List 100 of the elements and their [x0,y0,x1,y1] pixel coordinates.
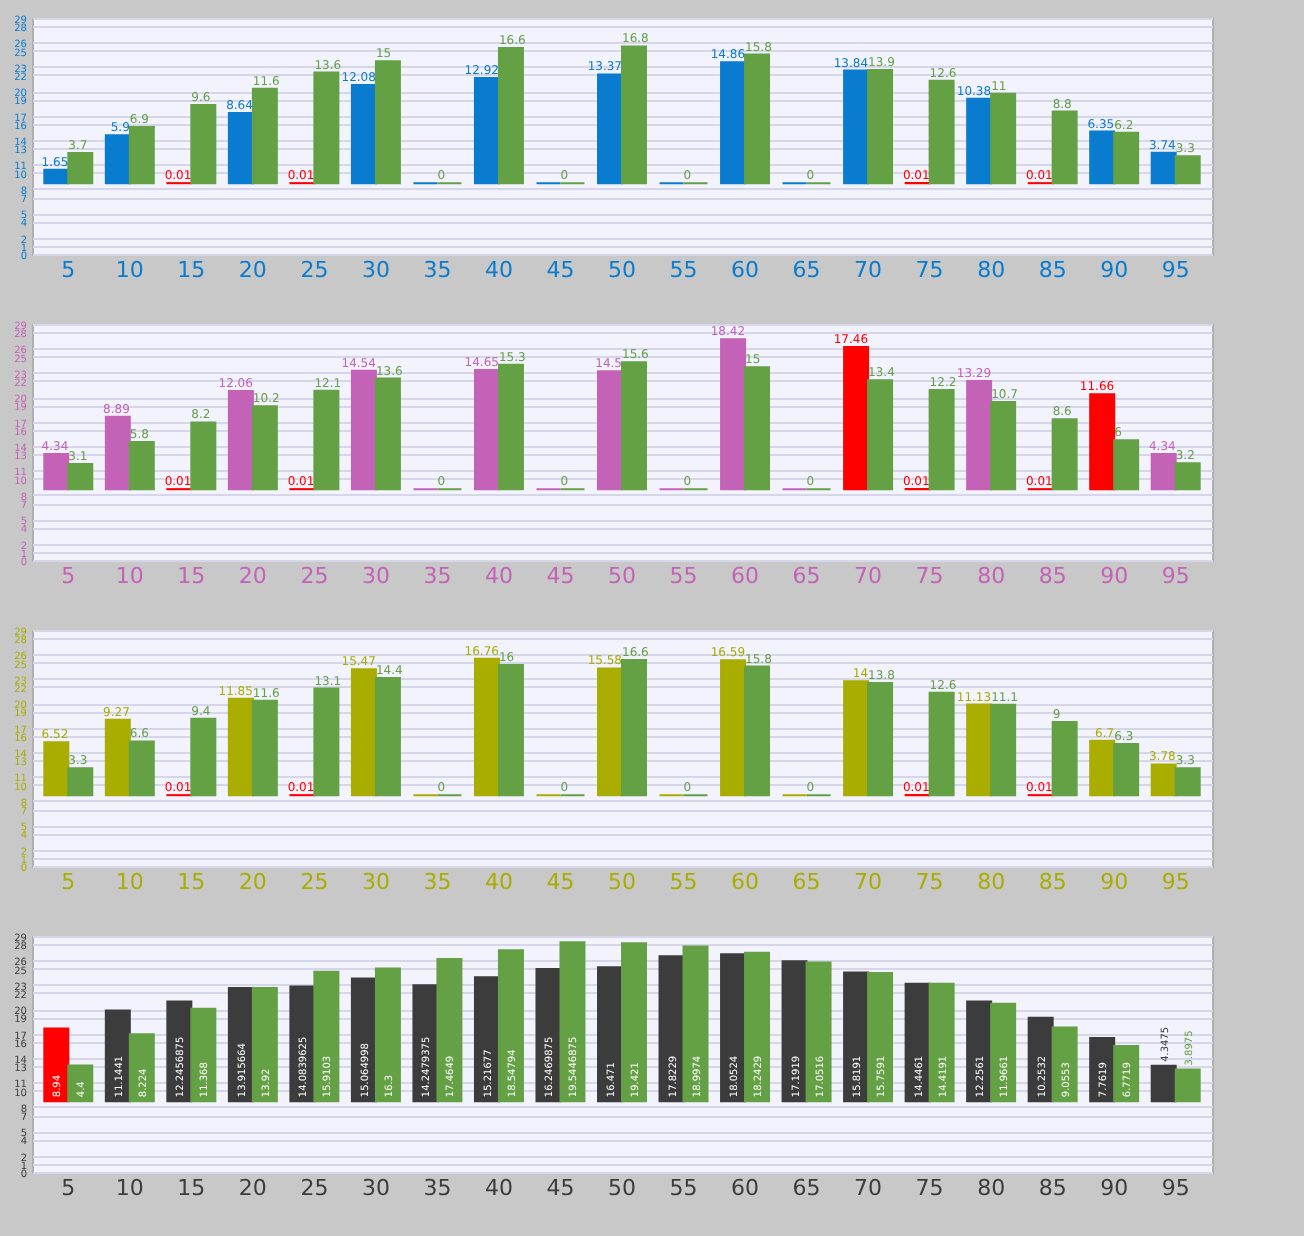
bar [1051,720,1078,797]
x-tick-label: 20 [238,869,267,895]
bar [313,71,340,185]
x-tick-label: 15 [177,257,206,283]
x-tick-label: 70 [854,563,883,589]
bar [227,697,254,797]
bar [597,667,623,797]
bar [497,47,524,185]
x-tick-label: 10 [115,257,144,283]
x-tick-label: 65 [792,257,821,283]
x-tick-label: 80 [977,869,1006,895]
bar [104,415,131,491]
x-tick-label: 35 [423,257,452,283]
bar [621,942,647,1103]
bar [128,1033,155,1103]
bar [597,73,623,185]
bar [350,83,377,185]
x-tick-label: 65 [792,869,821,895]
bar [928,388,955,491]
x-tick-label: 80 [977,563,1006,589]
x-tick-label: 90 [1100,869,1129,895]
x-tick-label: 60 [731,563,760,589]
bar [227,390,254,491]
bar [559,941,586,1103]
x-tick-label: 5 [61,257,76,283]
x-tick-label: 95 [1161,869,1190,895]
bar [621,361,647,491]
bar [67,1064,94,1103]
bar [621,659,647,797]
x-tick-label: 5 [61,869,76,895]
bar [1150,452,1177,491]
x-tick-label: 85 [1038,869,1067,895]
bar [104,718,131,797]
x-tick-label: 45 [546,257,575,283]
x-tick-label: 90 [1100,563,1129,589]
x-tick-label: 30 [361,563,390,589]
bar [350,369,377,491]
bar [436,958,463,1103]
bar [473,77,500,185]
bar [190,717,217,797]
x-tick-label: 5 [61,563,76,589]
x-tick-label: 50 [608,257,636,283]
x-tick-label: 40 [484,869,513,895]
x-tick-label: 75 [915,1175,944,1201]
bar [313,687,340,797]
bar [621,45,647,185]
bar [67,767,94,797]
bar [990,703,1017,797]
bar [1051,1026,1078,1103]
x-tick-label: 85 [1038,563,1067,589]
x-tick-label: 55 [669,869,698,895]
x-tick-label: 80 [977,257,1006,283]
x-tick-label: 45 [546,1175,575,1201]
x-tick-label: 90 [1100,257,1129,283]
x-tick-label: 55 [669,1175,698,1201]
bar [1174,462,1201,491]
bar [473,657,500,797]
bar [251,87,278,185]
bar [1174,767,1201,797]
bar [805,961,832,1103]
x-tick-label: 55 [669,563,698,589]
bar [1113,1045,1140,1103]
x-tick-label: 25 [300,869,329,895]
x-tick-label: 20 [238,257,267,283]
x-tick-label: 20 [238,1175,267,1201]
bar [350,668,377,797]
x-tick-label: 15 [177,1175,206,1201]
x-tick-label: 40 [484,563,513,589]
x-tick-label: 50 [608,1175,636,1201]
x-tick-label: 60 [731,257,760,283]
x-tick-label: 70 [854,1175,883,1201]
bar [843,69,870,185]
bar [867,69,894,185]
x-tick-label: 35 [423,869,452,895]
bar [990,401,1017,491]
bar [313,970,340,1103]
bar [190,421,217,491]
x-tick-label: 25 [300,1175,329,1201]
bar [1089,130,1116,185]
bar [1113,742,1140,797]
bar [1089,739,1116,797]
bar [1113,131,1140,185]
bar [720,338,747,491]
bar [928,79,955,185]
x-tick-label: 55 [669,257,698,283]
bar [720,61,747,185]
x-tick-label: 30 [361,1175,390,1201]
bar [597,370,623,491]
x-tick-label: 30 [361,869,390,895]
bar [966,380,993,491]
x-tick-label: 40 [484,257,513,283]
bar [251,699,278,797]
x-tick-label: 95 [1161,563,1190,589]
x-tick-label: 45 [546,563,575,589]
bar [1150,763,1177,797]
x-tick-label: 65 [792,1175,821,1201]
bar [128,441,155,491]
bar [374,60,401,185]
bar [682,945,709,1103]
bar [928,982,955,1103]
